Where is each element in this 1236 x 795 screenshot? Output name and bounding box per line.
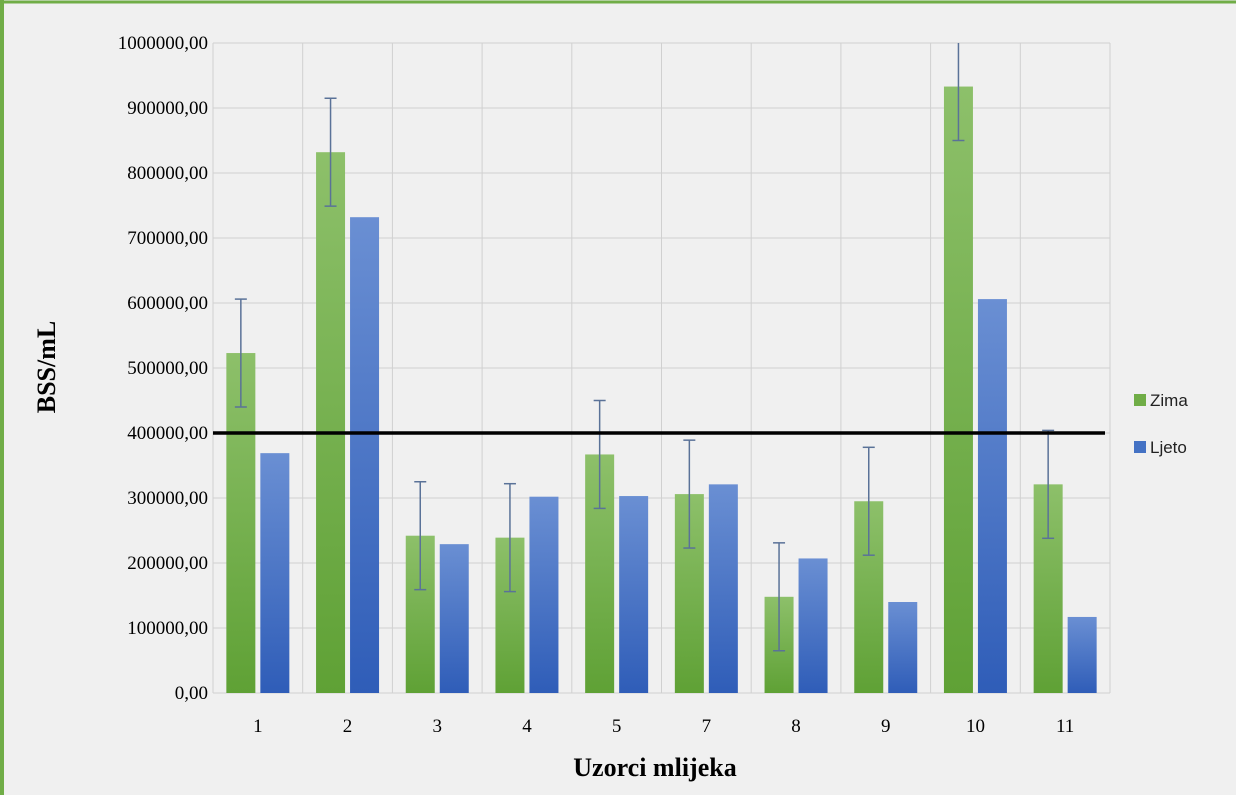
x-tick-label: 1: [253, 716, 263, 737]
legend-swatch-zima: [1134, 394, 1146, 406]
y-tick-label: 800000,00: [127, 163, 208, 184]
error-bars: [234, 43, 1055, 652]
bar-ljeto-3: [439, 544, 469, 693]
bar-zima-2: [316, 152, 346, 693]
bar-zima-10: [943, 86, 973, 694]
legend-label-ljeto: Ljeto: [1150, 438, 1187, 457]
x-tick-label: 11: [1056, 716, 1074, 737]
x-axis-title: Uzorci mlijeka: [573, 753, 736, 782]
bar-ljeto-7: [708, 484, 738, 693]
y-tick-label: 1000000,00: [118, 33, 208, 54]
x-tick-label: 10: [966, 716, 985, 737]
y-tick-label: 400000,00: [127, 423, 208, 444]
bar-ljeto-11: [1067, 616, 1097, 693]
bar-ljeto-10: [977, 299, 1007, 693]
legend: Zima Ljeto: [1134, 391, 1188, 457]
y-tick-label: 300000,00: [127, 488, 208, 509]
bar-ljeto-2: [350, 217, 380, 693]
x-tick-label: 7: [702, 716, 712, 737]
y-tick-label: 500000,00: [127, 358, 208, 379]
y-axis-title: BSS/mL: [32, 321, 61, 414]
bar-ljeto-8: [798, 558, 828, 693]
x-tick-label: 3: [433, 716, 443, 737]
y-tick-label: 600000,00: [127, 293, 208, 314]
x-tick-label: 8: [791, 716, 801, 737]
y-tick-label: 200000,00: [127, 553, 208, 574]
x-tick-label: 4: [522, 716, 532, 737]
y-tick-label: 900000,00: [127, 98, 208, 119]
bar-ljeto-5: [619, 496, 649, 693]
bar-ljeto-9: [888, 602, 918, 693]
x-tick-labels: 1 2 3 4 5 7 8 9 10 11: [253, 716, 1074, 737]
y-tick-labels: 0,00 100000,00 200000,00 300000,00 400000,00…: [118, 33, 208, 704]
x-tick-label: 2: [343, 716, 353, 737]
y-tick-label: 100000,00: [127, 618, 208, 639]
bar-ljeto-4: [529, 496, 559, 693]
x-tick-label: 9: [881, 716, 891, 737]
legend-label-zima: Zima: [1150, 391, 1188, 410]
bar-ljeto-1: [260, 453, 290, 693]
y-tick-label: 700000,00: [127, 228, 208, 249]
y-tick-label: 0,00: [175, 683, 208, 704]
legend-swatch-ljeto: [1134, 441, 1146, 453]
bar-zima-1: [226, 353, 256, 693]
bars: [226, 86, 1097, 694]
x-tick-label: 5: [612, 716, 622, 737]
